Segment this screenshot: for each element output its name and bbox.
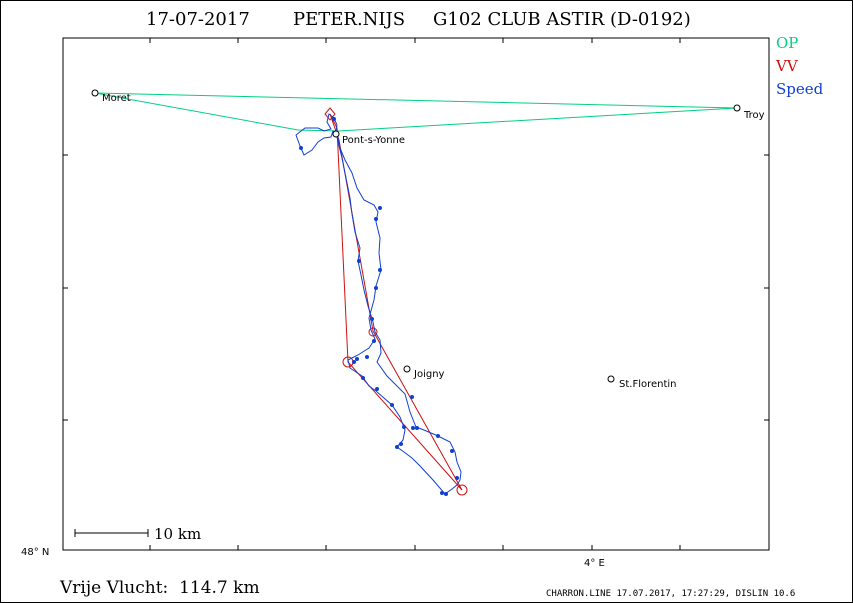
place-label: St.Florentin [619,379,677,390]
place-st-florentin: St.Florentin [607,375,677,390]
flight-date: 17-07-2017 [146,9,250,30]
vv-start-marker [324,107,336,121]
vv-route-line [329,113,463,491]
scale-label: 10 km [154,525,201,543]
place-pont-s-yonne: Pont-s-Yonne [332,130,405,146]
map-ticks [63,38,769,550]
place-joigny: Joigny [403,365,445,380]
legend-speed: Speed [776,80,824,98]
longitude-label: 4° E [584,558,605,569]
vv-turnpoint-2 [456,484,468,496]
glider-name: G102 CLUB ASTIR (D-0192) [433,9,691,30]
latitude-label: 48° N [21,547,49,558]
place-marker [733,104,741,112]
legend-vv: VV [775,57,799,75]
flight-track-dots [299,117,459,496]
scale-bar [74,529,149,537]
credit-line: CHARRON.LINE 17.07.2017, 17:27:29, DISLI… [546,589,795,599]
place-troy: Troy [733,104,765,121]
place-marker [403,365,411,373]
place-label: Pont-s-Yonne [342,135,405,146]
place-moret: Moret [91,89,131,104]
pilot-name: PETER.NIJS [293,9,405,30]
place-marker [91,89,99,97]
legend-op: OP [776,34,798,52]
distance-summary: Vrije Vlucht: 114.7 km [59,578,260,598]
flight-track-line [295,113,462,495]
map-frame [62,37,770,551]
place-label: Moret [102,93,131,104]
place-marker [607,375,615,383]
place-marker [332,130,340,138]
vv-turnpoint-3 [368,327,378,337]
op-route-line [94,92,738,132]
place-label: Troy [743,110,765,121]
place-label: Joigny [413,369,445,380]
